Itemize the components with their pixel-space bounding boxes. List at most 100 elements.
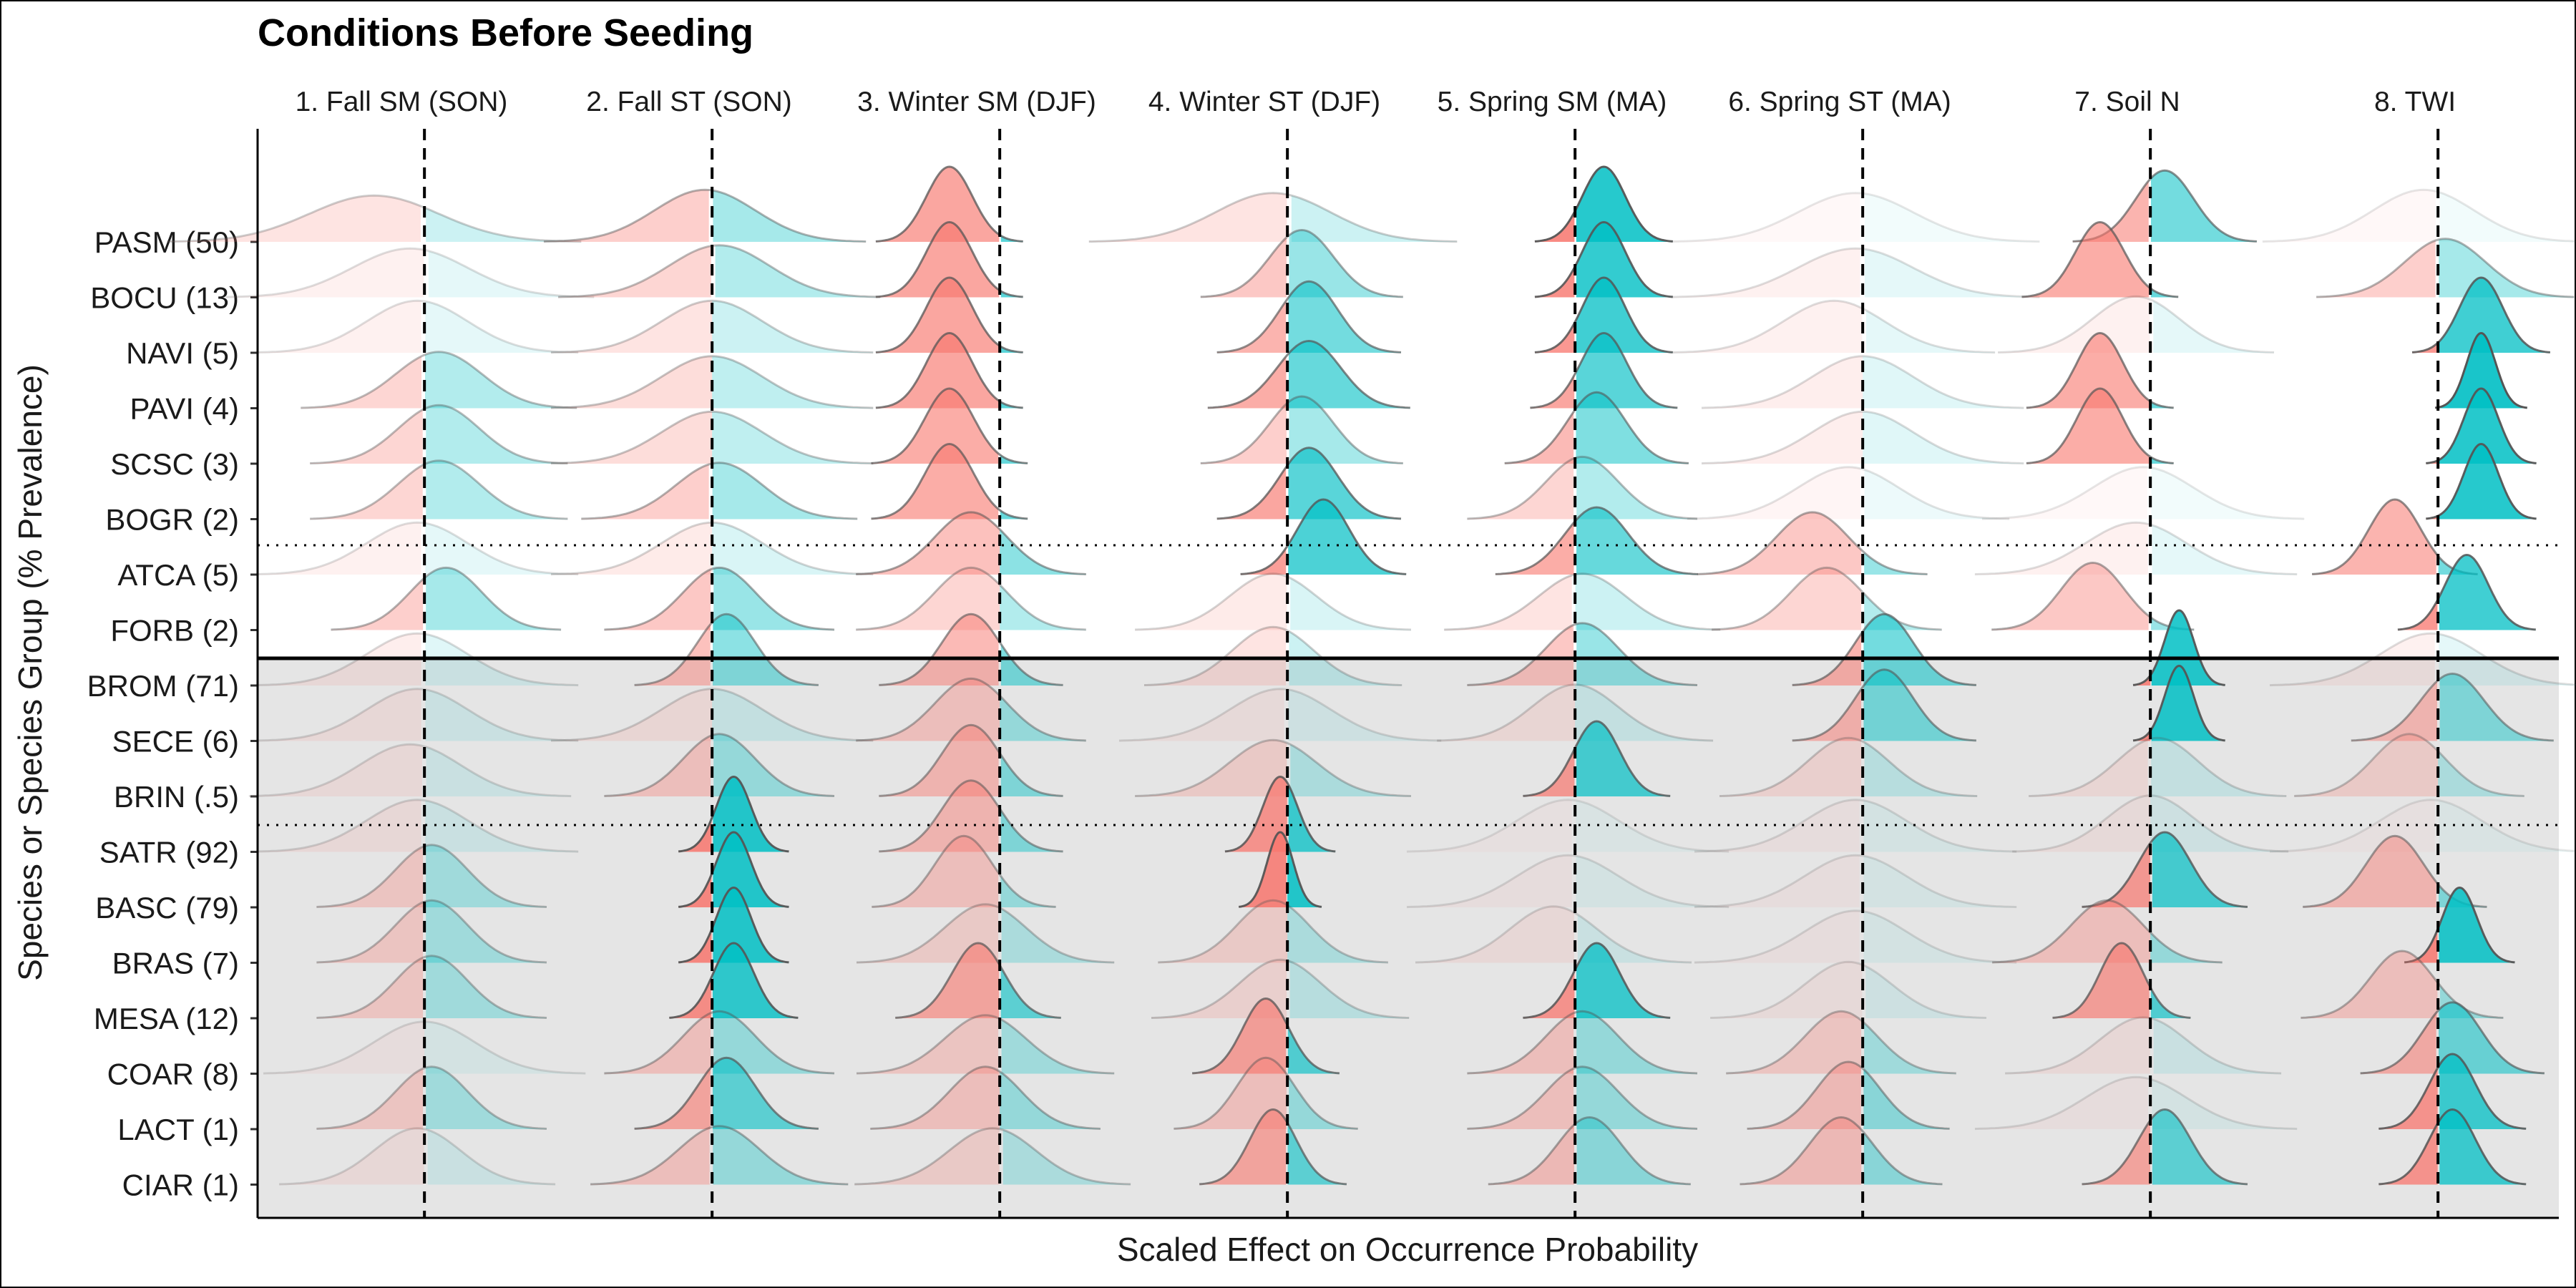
- ridge-positive-area: [426, 900, 547, 963]
- ridge: [550, 299, 874, 354]
- ridge: [1444, 572, 1721, 631]
- row-label: PASM (50): [94, 225, 239, 259]
- facet-label: 7. Soil N: [2074, 87, 2180, 117]
- ridge-negative-area: [1200, 237, 1287, 298]
- ridge-outline: [2132, 609, 2225, 686]
- ridge-outline: [550, 688, 874, 742]
- ridge-positive-area: [713, 614, 819, 686]
- ridge-outline: [310, 459, 568, 520]
- ridge-negative-area: [1467, 625, 1574, 686]
- ridge-outline: [879, 723, 1063, 797]
- ridge-outline: [604, 566, 835, 631]
- ridge-negative-area: [2301, 951, 2438, 1018]
- ridge-outline: [255, 632, 579, 687]
- ridge: [316, 899, 547, 964]
- ridge-positive-area: [1863, 1132, 1943, 1185]
- ridge: [1671, 247, 2040, 298]
- facet-label: 5. Spring SM (MA): [1438, 87, 1667, 117]
- ridge-outline: [856, 566, 1086, 631]
- ridge-negative-area: [2270, 633, 2435, 686]
- ridge-negative-area: [1467, 1013, 1574, 1074]
- facet-label: 1. Fall SM (SON): [296, 87, 508, 117]
- ridge-positive-area: [1576, 856, 1729, 907]
- ridge: [1240, 498, 1407, 575]
- ridge-outline: [1406, 854, 1729, 909]
- ridge-negative-area: [1144, 627, 1287, 686]
- ridge-outline: [550, 299, 874, 354]
- ridge-outline: [1523, 942, 1671, 1019]
- ridge-outline: [1981, 466, 2305, 520]
- ridge-negative-area: [1199, 1109, 1287, 1185]
- ridge: [1792, 613, 1976, 686]
- ridge-positive-area: [426, 405, 568, 464]
- ridge-negative-area: [2082, 843, 2150, 907]
- ridge-negative-area: [1174, 1058, 1287, 1129]
- ridge-positive-area: [1864, 552, 1928, 575]
- ridge-outline: [1495, 506, 1698, 575]
- ridge-negative-area: [2379, 1123, 2438, 1185]
- ridge-outline: [255, 799, 579, 853]
- ridge-negative-area: [1671, 248, 1860, 298]
- ridge-outline: [2029, 736, 2287, 797]
- ridge-negative-area: [1998, 296, 2150, 353]
- ridge-outline: [856, 903, 1115, 964]
- ridge-negative-area: [1207, 356, 1287, 409]
- ridge-positive-area: [427, 1130, 556, 1185]
- ridge: [1747, 1060, 1950, 1130]
- ridge: [1523, 942, 1671, 1019]
- ridge-positive-area: [1288, 281, 1401, 353]
- ridge-outline: [550, 355, 874, 409]
- ridge: [1088, 192, 1458, 243]
- ridge: [2404, 886, 2515, 964]
- ridge-outline: [331, 566, 562, 631]
- ridge: [1467, 1010, 1698, 1075]
- ridge-outline: [879, 613, 1063, 686]
- ridge: [634, 1056, 819, 1130]
- ridge: [1701, 355, 2024, 409]
- ridge-negative-area: [1694, 799, 1860, 852]
- ridge-positive-area: [1289, 230, 1403, 298]
- ridge-outline: [678, 886, 789, 964]
- ridge-negative-area: [669, 977, 711, 1018]
- ridge-positive-area: [2439, 1109, 2527, 1185]
- ridge-outline: [634, 613, 819, 686]
- row-label: MESA (12): [94, 1002, 239, 1035]
- ridge-positive-area: [2150, 795, 2289, 852]
- ridge-positive-area: [1865, 193, 2040, 242]
- ridge: [2082, 831, 2248, 908]
- ridge: [248, 743, 572, 798]
- ridge-outline: [590, 1125, 849, 1186]
- ridge-positive-area: [2151, 402, 2174, 409]
- ridge-negative-area: [879, 614, 999, 686]
- ridge-negative-area: [1974, 1077, 2148, 1129]
- ridge-negative-area: [1672, 301, 1863, 353]
- ridge-negative-area: [551, 522, 713, 575]
- ridge-outline: [1207, 339, 1410, 409]
- ridge-negative-area: [2005, 1017, 2150, 1074]
- ridge-positive-area: [425, 800, 579, 852]
- ridge-negative-area: [871, 389, 999, 464]
- ridge-outline: [1792, 668, 1976, 742]
- ridge: [301, 351, 577, 409]
- ridge-negative-area: [310, 465, 423, 519]
- ridge: [1991, 561, 2195, 631]
- ridge-positive-area: [1289, 396, 1403, 464]
- facet-label: 8. TWI: [2374, 87, 2456, 117]
- ridge-positive-area: [2438, 389, 2537, 464]
- ridge-outline: [2379, 1108, 2527, 1186]
- ridge-negative-area: [1991, 562, 2149, 630]
- ridge-positive-area: [2439, 192, 2576, 242]
- ridge-positive-area: [2439, 887, 2515, 963]
- ridge-positive-area: [1287, 1123, 1347, 1185]
- ridge-outline: [678, 831, 789, 908]
- ridge-positive-area: [426, 955, 547, 1018]
- ridge-outline: [1088, 192, 1458, 243]
- ridge-outline: [871, 387, 1028, 464]
- ridge-positive-area: [1001, 909, 1115, 963]
- ridge-outline: [2301, 950, 2504, 1019]
- ridge-negative-area: [551, 301, 713, 353]
- ridge-outline: [1415, 905, 1692, 964]
- ridge-positive-area: [2153, 1019, 2282, 1074]
- ridge-outline: [1694, 799, 2017, 853]
- ridge-negative-area: [857, 1015, 999, 1074]
